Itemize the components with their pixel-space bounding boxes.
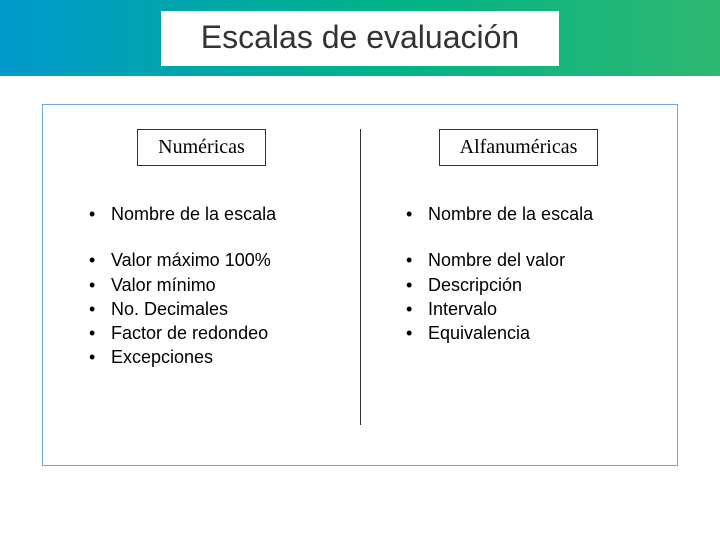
list-item: Intervalo <box>406 297 641 321</box>
list-item: Nombre del valor <box>406 248 641 272</box>
list-item: Excepciones <box>89 345 324 369</box>
right-column-header: Alfanuméricas <box>439 129 599 166</box>
columns: Numéricas Nombre de la escala Valor máxi… <box>43 129 677 465</box>
header-band: Escalas de evaluación <box>0 0 720 76</box>
list-item: Nombre de la escala <box>406 202 641 226</box>
right-column: Alfanuméricas Nombre de la escala Nombre… <box>360 129 677 465</box>
list-item: Valor mínimo <box>89 273 324 297</box>
left-header-wrap: Numéricas <box>79 129 324 166</box>
list-item: Factor de redondeo <box>89 321 324 345</box>
left-column-header: Numéricas <box>137 129 266 166</box>
list-item: No. Decimales <box>89 297 324 321</box>
spacer <box>396 226 641 248</box>
left-group1: Nombre de la escala <box>79 202 324 226</box>
right-group2: Nombre del valor Descripción Intervalo E… <box>396 248 641 345</box>
spacer <box>79 226 324 248</box>
list-item: Nombre de la escala <box>89 202 324 226</box>
content-frame: Numéricas Nombre de la escala Valor máxi… <box>42 104 678 466</box>
list-item: Equivalencia <box>406 321 641 345</box>
list-item: Valor máximo 100% <box>89 248 324 272</box>
right-group1: Nombre de la escala <box>396 202 641 226</box>
left-column: Numéricas Nombre de la escala Valor máxi… <box>43 129 360 465</box>
right-header-wrap: Alfanuméricas <box>396 129 641 166</box>
page-title: Escalas de evaluación <box>161 11 559 66</box>
list-item: Descripción <box>406 273 641 297</box>
left-group2: Valor máximo 100% Valor mínimo No. Decim… <box>79 248 324 369</box>
